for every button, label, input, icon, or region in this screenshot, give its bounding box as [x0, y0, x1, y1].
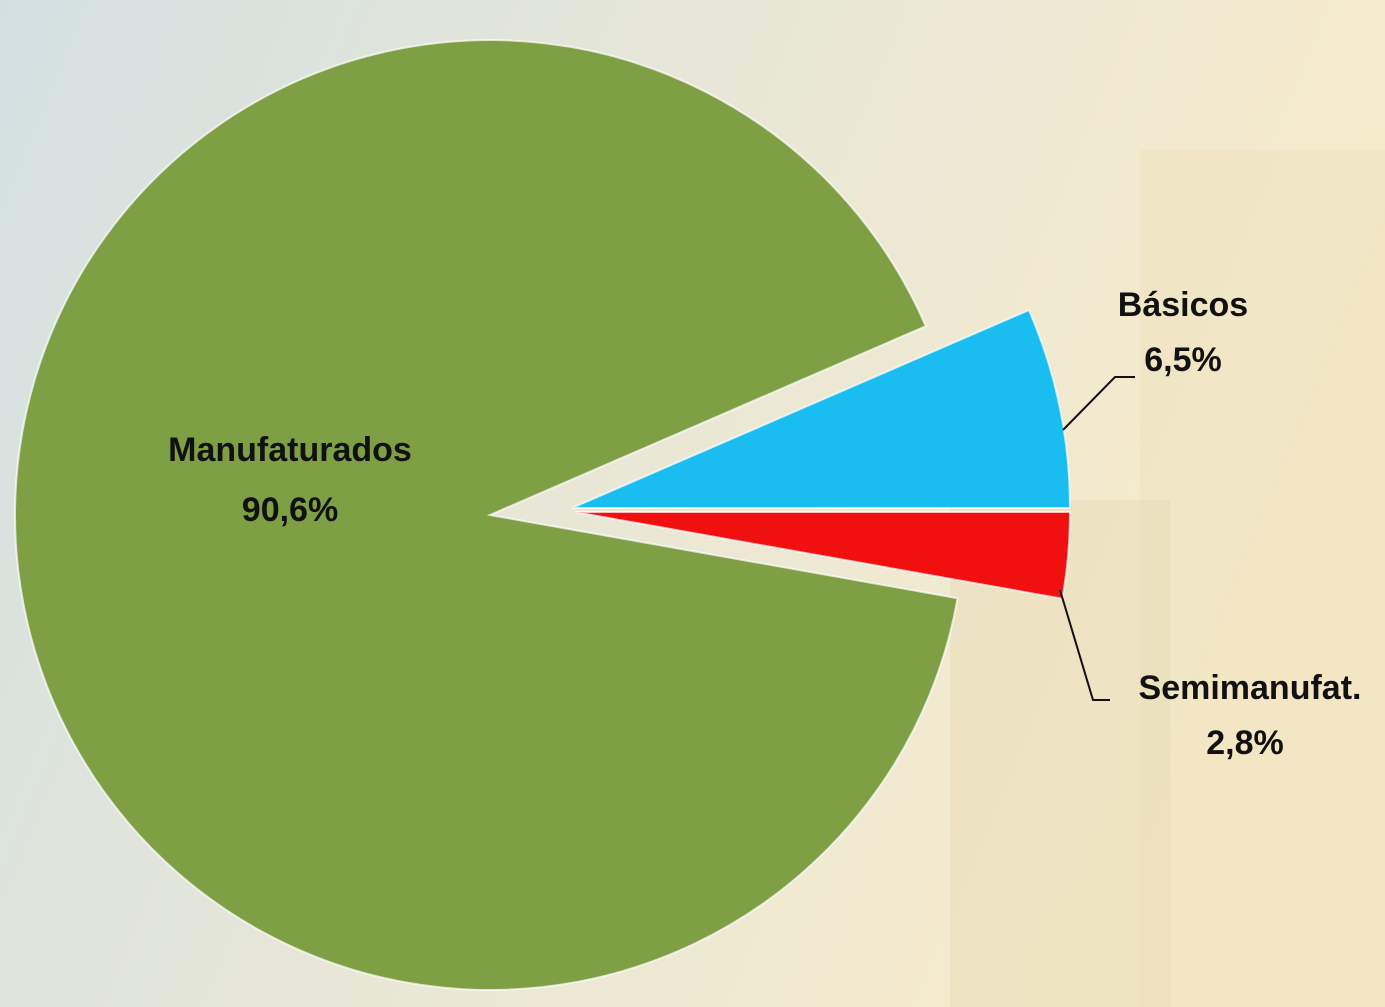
leader-line	[1059, 589, 1110, 701]
pie-slice	[571, 308, 1072, 509]
slice-label: Semimanufat.	[1139, 669, 1362, 707]
slice-value-label: 6,5%	[1144, 341, 1222, 379]
slice-label: Manufaturados	[168, 431, 412, 469]
slice-value-label: 90,6%	[242, 491, 338, 529]
background-column	[1140, 150, 1385, 1007]
pie-slice	[14, 39, 959, 991]
leader-line	[1062, 376, 1135, 431]
slice-value-label: 2,8%	[1206, 724, 1284, 762]
slice-label: Básicos	[1118, 286, 1248, 324]
